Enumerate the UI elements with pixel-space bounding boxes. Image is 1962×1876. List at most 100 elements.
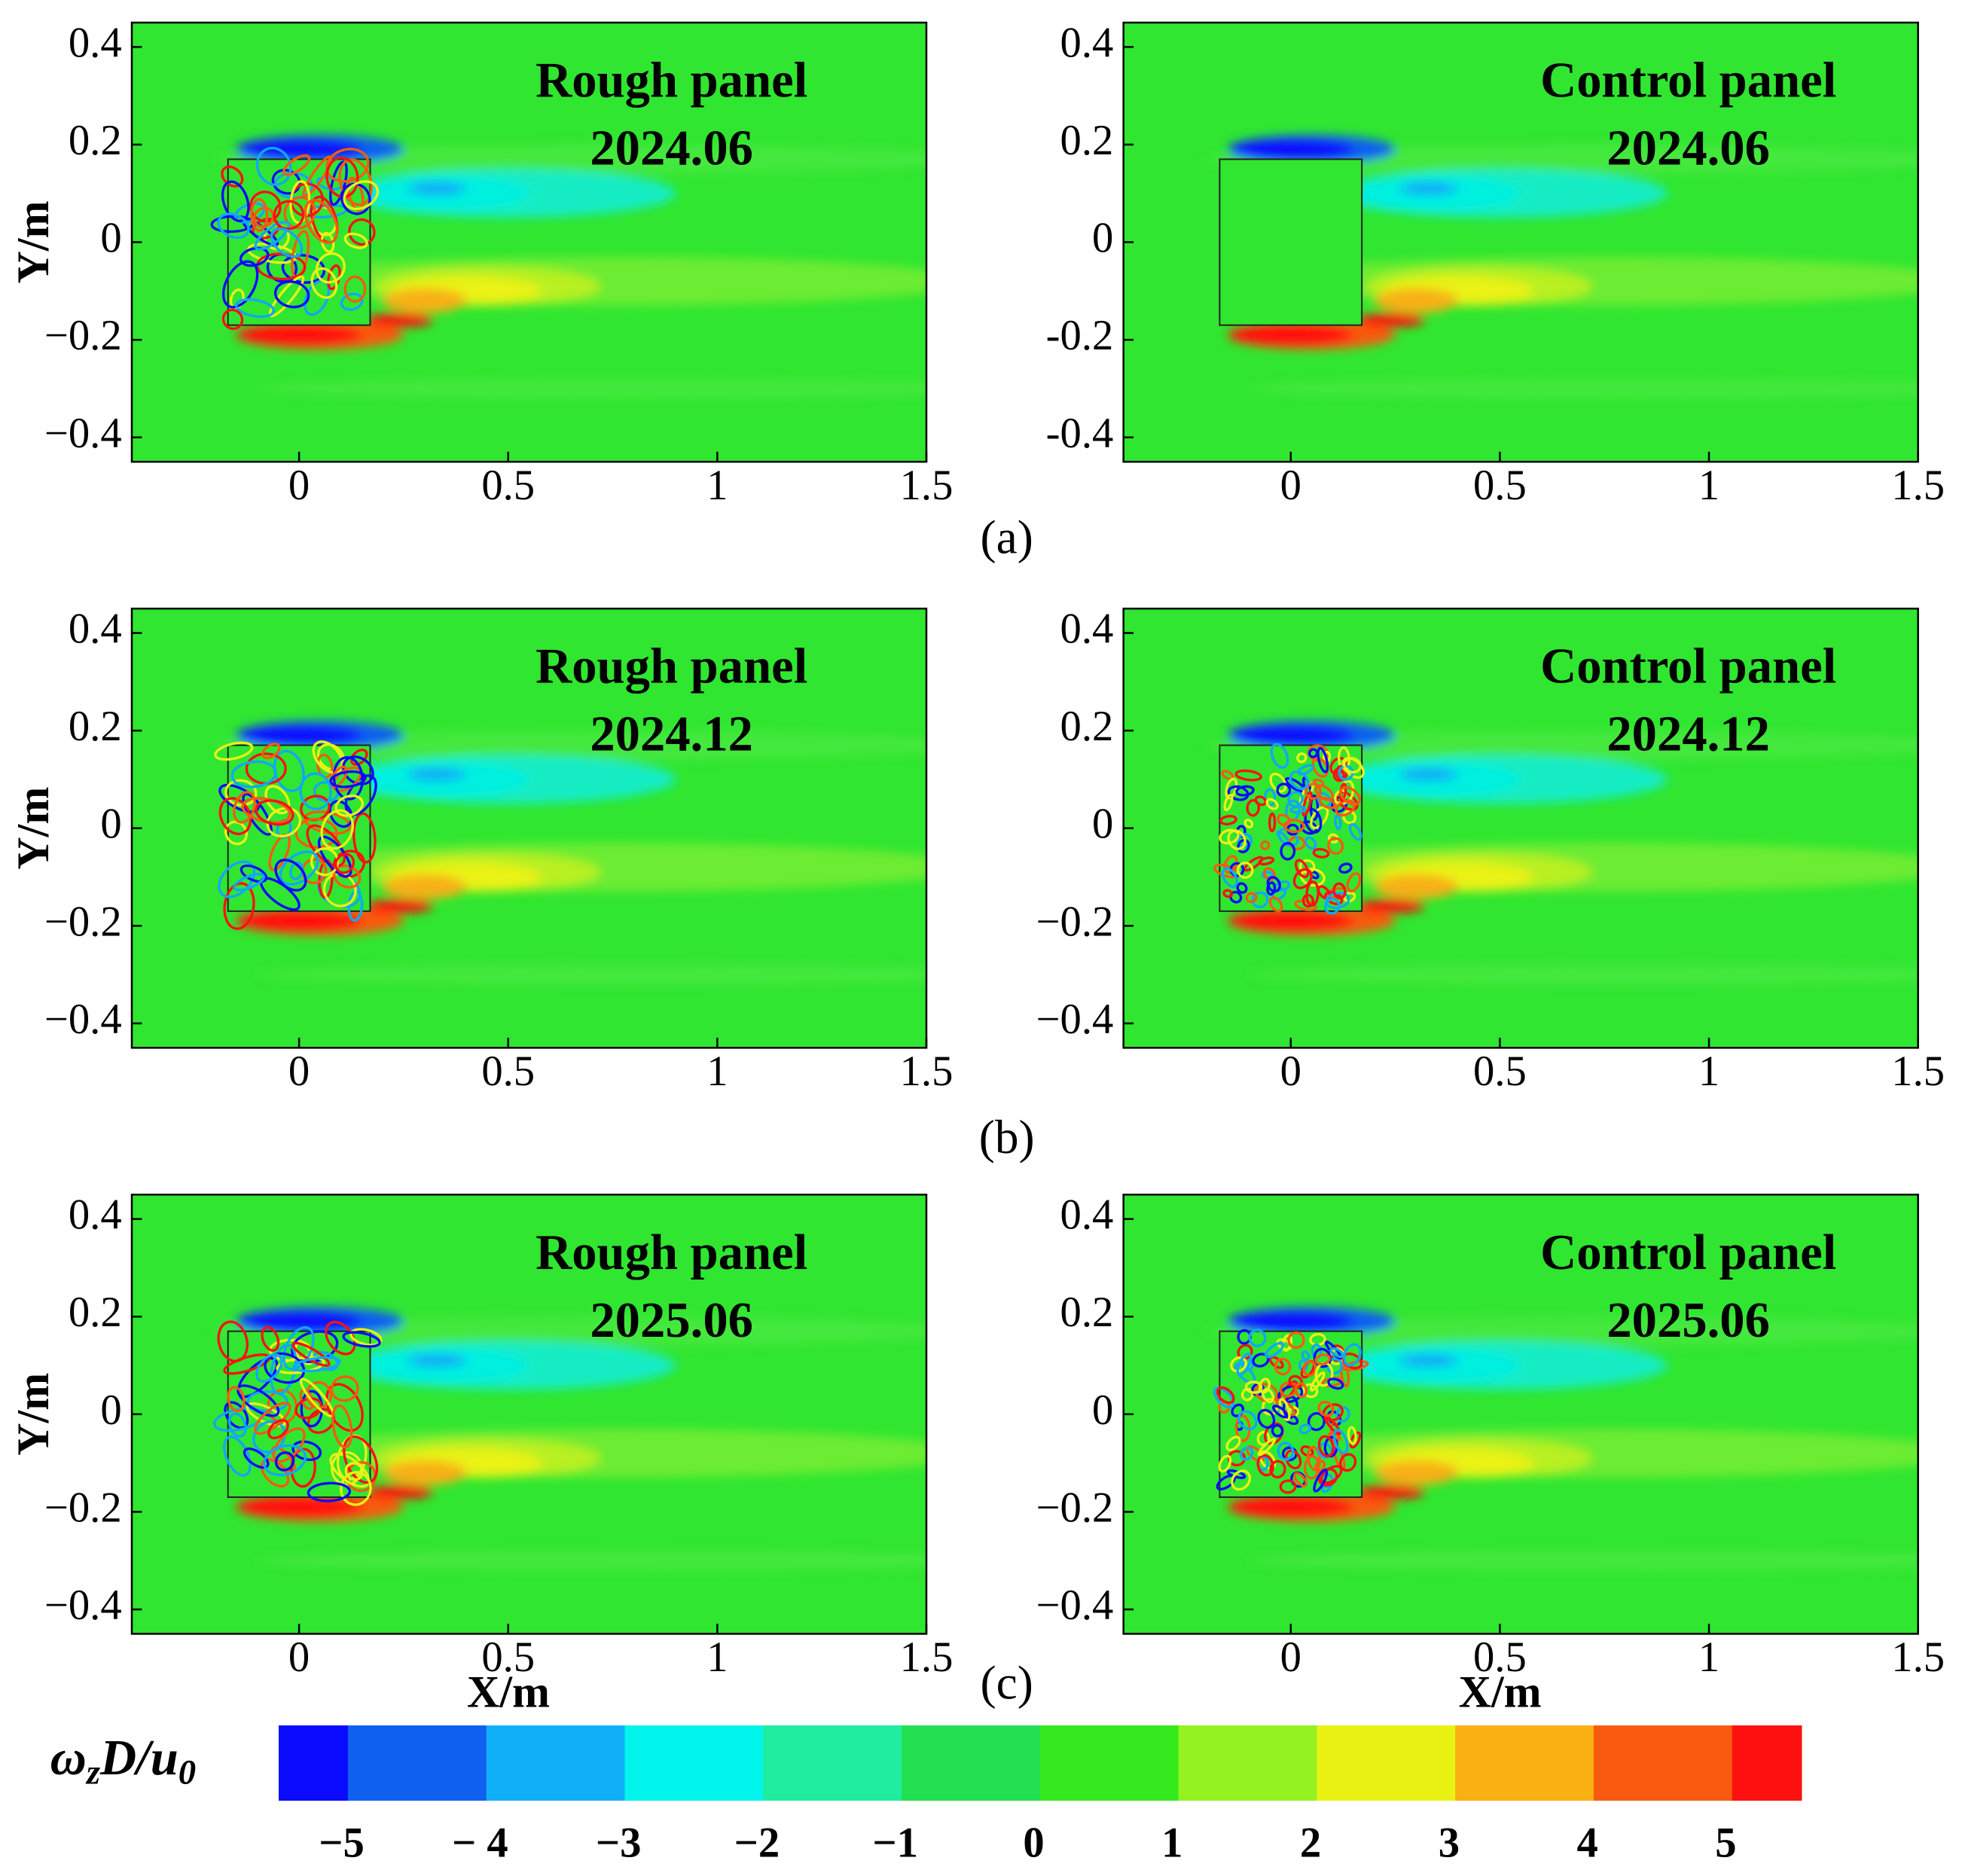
texture-stroke [306, 824, 346, 868]
contour-region [236, 324, 362, 346]
texture-stroke [325, 1320, 356, 1356]
contour-region [1357, 899, 1425, 914]
texture-stroke [1216, 1386, 1235, 1405]
panel-texture [1213, 743, 1365, 915]
texture-stroke [307, 1481, 352, 1502]
texture-stroke [1313, 1469, 1329, 1493]
texture-stroke [270, 227, 304, 258]
texture-stroke [1244, 1380, 1263, 1394]
y-tick-label: 0 [100, 801, 121, 848]
y-tick-label: −0.4 [44, 1582, 122, 1629]
colorbar-segment [624, 1725, 764, 1801]
texture-stroke [342, 755, 374, 785]
y-tick-label: −0.2 [44, 313, 122, 359]
texture-stroke [312, 740, 343, 774]
texture-stroke [224, 779, 258, 807]
texture-stroke [1301, 1350, 1311, 1361]
texture-stroke [1262, 1388, 1275, 1403]
y-axis-label: Y/m [8, 1373, 58, 1456]
texture-stroke [1223, 794, 1234, 812]
panel-title: Control panel [1540, 639, 1836, 694]
texture-stroke [1292, 868, 1313, 889]
texture-stroke [1294, 1382, 1308, 1399]
texture-stroke [221, 260, 259, 309]
texture-stroke [292, 1356, 341, 1373]
texture-stroke [223, 1435, 252, 1477]
texture-stroke [1257, 1408, 1276, 1429]
texture-stroke [1314, 1353, 1331, 1365]
vorticity-field [1123, 609, 1918, 1048]
contour-region [365, 899, 433, 914]
texture-stroke [235, 297, 275, 319]
x-axis-label: X/m [467, 1667, 550, 1717]
texture-stroke [1334, 814, 1342, 831]
colorbar-tick-label: 2 [1300, 1820, 1321, 1867]
colorbar-label: ωzD/u0 [50, 1731, 196, 1792]
texture-stroke [1309, 794, 1320, 821]
texture-stroke [243, 1447, 270, 1469]
y-tick-label: −0.4 [44, 410, 122, 457]
colorbar-tick-label: 5 [1715, 1820, 1736, 1867]
texture-stroke [330, 1375, 359, 1402]
y-tick-label: −0.2 [44, 1484, 122, 1531]
texture-stroke [1332, 1428, 1349, 1454]
texture-stroke [1296, 752, 1307, 764]
y-tick-label: 0 [100, 215, 121, 262]
x-tick-label: 0.5 [481, 1634, 535, 1681]
field-blobs [1206, 134, 1918, 398]
texture-stroke [264, 1352, 306, 1384]
texture-stroke [1298, 1423, 1312, 1435]
texture-stroke [332, 756, 364, 801]
texture-stroke [255, 799, 294, 826]
texture-stroke [1225, 1435, 1241, 1452]
vorticity-field [1123, 1194, 1918, 1634]
panel-subtitle: 2025.06 [590, 1293, 753, 1348]
contour-region [236, 910, 362, 932]
contour-region [383, 1460, 467, 1485]
texture-stroke [329, 765, 349, 789]
contour-region [1248, 378, 1918, 398]
texture-stroke [1227, 829, 1246, 850]
y-tick-label: -0.2 [1046, 313, 1114, 359]
texture-stroke [1222, 889, 1234, 898]
panel-box [1219, 158, 1363, 326]
texture-stroke [1293, 1472, 1308, 1487]
texture-stroke [340, 182, 371, 215]
texture-stroke [240, 864, 268, 883]
contour-region [1399, 1354, 1458, 1368]
texture-stroke [1230, 1356, 1247, 1373]
texture-stroke [1300, 1445, 1314, 1457]
texture-stroke [1248, 1328, 1267, 1347]
texture-stroke [1285, 1449, 1302, 1470]
texture-stroke [1274, 1357, 1292, 1376]
texture-stroke [1312, 847, 1330, 859]
texture-stroke [329, 770, 367, 789]
y-tick-label: −0.4 [1036, 1582, 1114, 1629]
panel-title: Rough panel [536, 1225, 807, 1280]
label-subscript: z [85, 1752, 100, 1792]
texture-stroke [282, 1325, 315, 1371]
panel-title: Rough panel [536, 53, 807, 108]
vorticity-field [1123, 22, 1918, 462]
texture-stroke [1339, 1453, 1357, 1472]
texture-stroke [1218, 1454, 1232, 1473]
texture-stroke [334, 853, 355, 874]
texture-stroke [1223, 855, 1238, 874]
contour-region [1228, 1310, 1354, 1333]
texture-stroke [214, 741, 254, 761]
texture-stroke [1277, 1385, 1304, 1404]
y-tick-label: −0.2 [44, 898, 122, 945]
texture-stroke [227, 1386, 246, 1413]
texture-stroke [1268, 896, 1283, 913]
texture-stroke [316, 753, 334, 779]
texture-stroke [1264, 1341, 1285, 1359]
texture-stroke [350, 749, 368, 766]
texture-stroke [1262, 867, 1277, 881]
texture-stroke [217, 212, 250, 239]
texture-stroke [267, 1419, 289, 1440]
texture-stroke [221, 180, 250, 222]
y-tick-label: 0.4 [1060, 20, 1114, 66]
contour-region [407, 1354, 467, 1368]
contour-region [1374, 874, 1459, 899]
vorticity-field [132, 22, 926, 462]
